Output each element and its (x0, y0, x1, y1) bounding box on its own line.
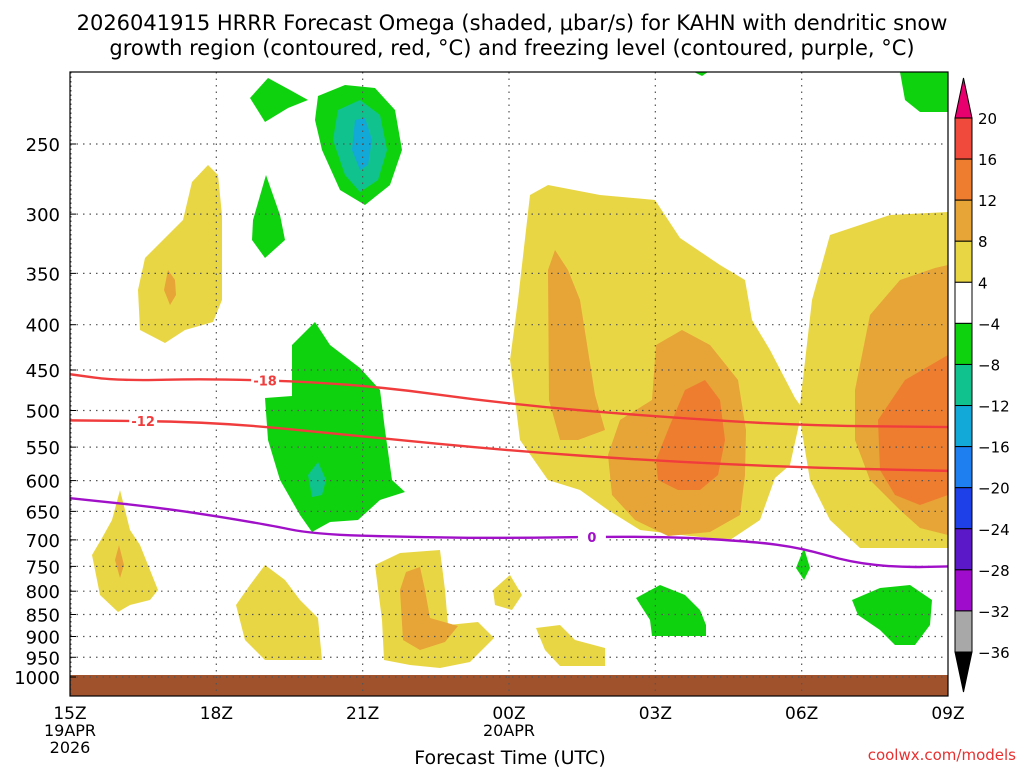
x-tick-label: 15Z (53, 704, 86, 724)
omega-subsidence-area (694, 72, 708, 76)
chart-title-line-2: growth region (contoured, red, °C) and f… (109, 36, 914, 60)
colorbar-bin (954, 528, 973, 571)
x-tick-label: 21Z (346, 704, 379, 724)
colorbar-bin (954, 158, 973, 201)
omega-ascent-area (536, 625, 605, 666)
x-tick-label: 18Z (200, 704, 233, 724)
x-tick-label: 00Z (492, 704, 525, 724)
colorbar-label: −36 (978, 644, 1010, 662)
omega-subsidence-area (636, 585, 706, 636)
colorbar-label: −12 (978, 398, 1010, 416)
colorbar-label: −24 (978, 521, 1010, 539)
contour-label--12: -12 (131, 415, 155, 430)
colorbar: 20 16 12 8 4 −4 −8 −12 −16 −20 −24 −28 −32 −36 (954, 77, 1010, 693)
colorbar-bin-bottom (954, 651, 973, 693)
omega-ascent-core (400, 567, 458, 650)
colorbar-bin (954, 363, 973, 407)
x-tick-label: 09Z (931, 704, 964, 724)
y-tick-label: 950 (26, 648, 60, 669)
omega-ascent-core (548, 250, 605, 440)
chart-title-line-1: 2026041915 HRRR Forecast Omega (shaded, … (77, 11, 948, 35)
colorbar-bin (954, 487, 973, 530)
omega-ascent-area (493, 575, 522, 610)
y-tick-label: 650 (26, 502, 60, 523)
y-tick-label: 300 (26, 205, 60, 226)
contour-label-0: 0 (587, 531, 596, 546)
colorbar-bin (954, 322, 973, 365)
colorbar-label: −16 (978, 439, 1010, 457)
omega-ascent-strong (878, 355, 948, 505)
omega-subsidence-core (352, 118, 372, 170)
colorbar-label: −4 (978, 315, 1000, 333)
y-tick-label: 350 (26, 264, 60, 285)
omega-ascent-area (138, 165, 222, 343)
contour-line-0 (70, 496, 948, 569)
colorbar-label: −28 (978, 562, 1010, 580)
colorbar-bin (954, 610, 973, 653)
contour-label--18: -18 (253, 374, 277, 389)
y-tick-label: 550 (26, 438, 60, 459)
omega-subsidence-area (796, 548, 810, 580)
colorbar-label: −8 (978, 356, 1000, 374)
contour-line--18 (70, 373, 948, 429)
omega-subsidence-area (250, 78, 308, 122)
contour-label-bg (129, 413, 158, 429)
x-tick-date: 19APR (44, 721, 96, 740)
y-tick-label: 400 (26, 316, 60, 337)
colorbar-bin (954, 405, 973, 448)
x-tick-date: 20APR (483, 721, 535, 740)
colorbar-bin (954, 281, 973, 324)
y-tick-label: 900 (26, 627, 60, 648)
y-tick-label: 1000 (14, 668, 60, 689)
colorbar-label: 16 (978, 151, 997, 169)
omega-subsidence-area (252, 175, 285, 258)
y-tick-label: 850 (26, 606, 60, 627)
ground-band (70, 675, 948, 696)
y-tick-label: 500 (26, 402, 60, 423)
x-tick-label: 03Z (639, 704, 672, 724)
y-tick-label: 600 (26, 472, 60, 493)
y-tick-label: 700 (26, 531, 60, 552)
x-axis-label: Forecast Time (UTC) (414, 747, 605, 768)
plot-frame (69, 71, 949, 697)
y-tick-label: 750 (26, 557, 60, 578)
x-tick-label: 06Z (785, 704, 818, 724)
colorbar-label: 12 (978, 192, 997, 210)
omega-ascent-core (115, 545, 124, 578)
grid-lines (70, 72, 948, 696)
omega-subsidence-core (308, 462, 326, 497)
y-tick-label: 800 (26, 582, 60, 603)
omega-subsidence-area (900, 72, 948, 112)
contour-line--12 (70, 419, 948, 473)
colorbar-label: −32 (978, 603, 1010, 621)
omega-subsidence-area (852, 585, 932, 645)
omega-ascent-core (164, 270, 176, 305)
colorbar-bin (954, 199, 973, 242)
colorbar-bin (954, 569, 973, 612)
colorbar-bin (954, 117, 973, 160)
contour-label-bg (251, 372, 280, 388)
colorbar-label: 20 (978, 110, 997, 128)
y-tick-label: 250 (26, 135, 60, 156)
colorbar-label: 4 (978, 274, 988, 292)
omega-subsidence-area (265, 322, 405, 532)
colorbar-label: −20 (978, 480, 1010, 498)
colorbar-bin-top (954, 77, 973, 119)
x-tick-year: 2026 (50, 738, 91, 757)
y-axis-ticks: 2503003504004505005506006507007508008509… (14, 135, 76, 689)
y-tick-label: 450 (26, 361, 60, 382)
omega-ascent-area (236, 565, 322, 660)
credit-text: coolwx.com/models (868, 746, 1016, 764)
colorbar-bin (954, 446, 973, 489)
colorbar-bin (954, 240, 973, 283)
contour-label-bg (577, 528, 606, 544)
contour-lines: -18 -12 0 (70, 372, 948, 569)
colorbar-label: 8 (978, 233, 988, 251)
omega-ascent-area (92, 490, 158, 612)
